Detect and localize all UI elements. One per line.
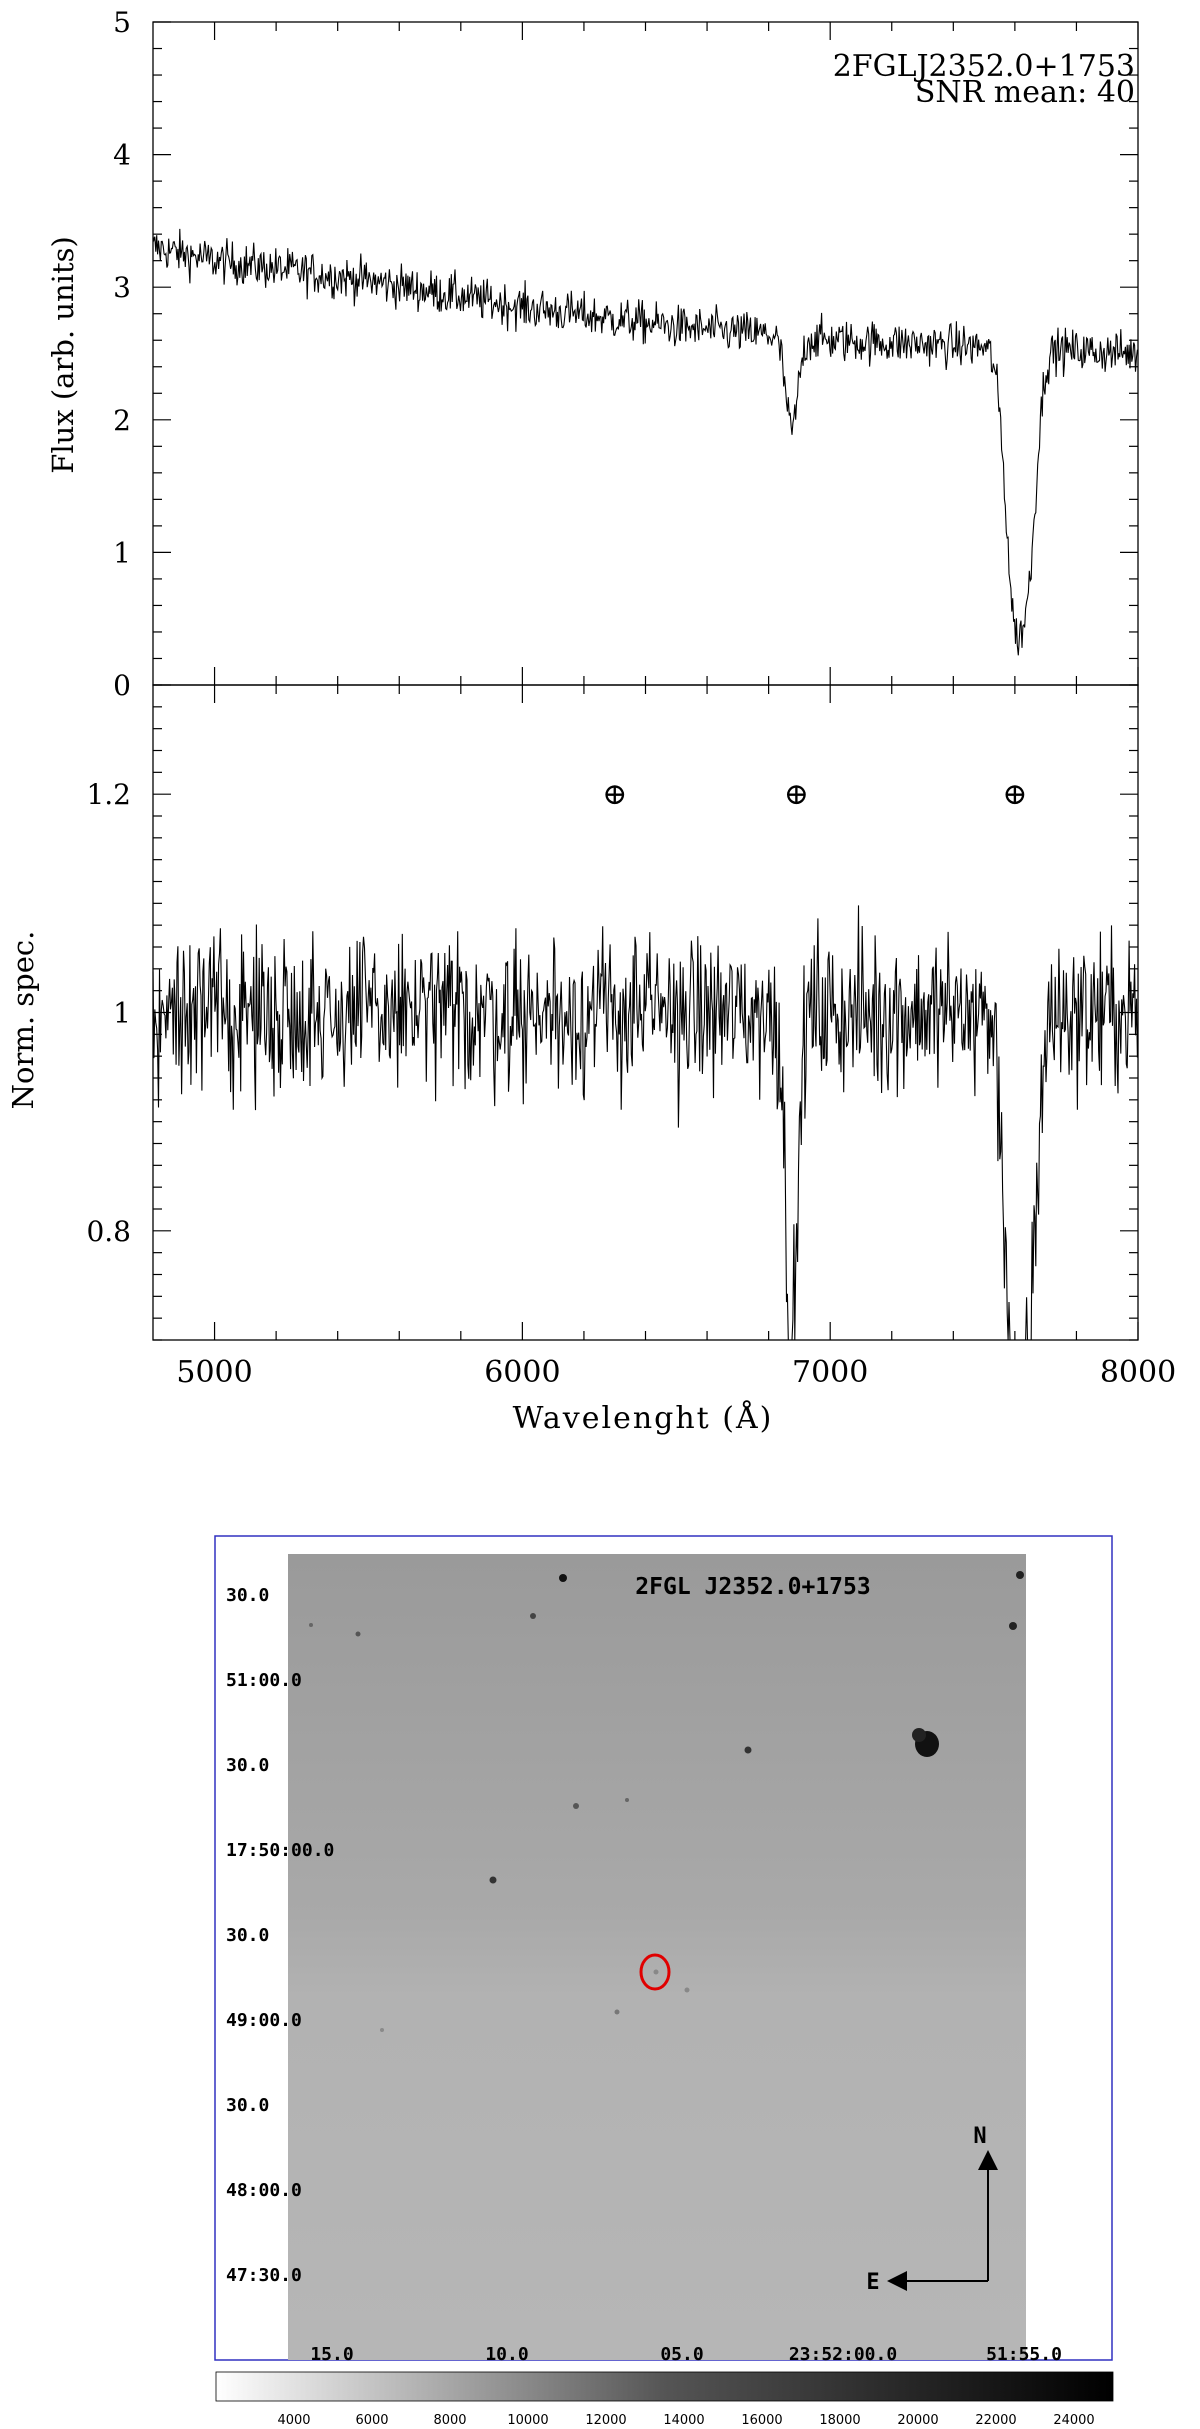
x-tick-label: 6000 [484,1355,560,1390]
top-panel-frame [152,21,1139,686]
colorbar-tick-label: 22000 [975,2413,1016,2428]
dec-tick-label: 30.0 [226,1925,269,1946]
top-y-tick-label: 1 [113,536,131,569]
east-label: E [866,2270,879,2295]
colorbar-tick-label: 24000 [1053,2413,1094,2428]
ra-tick-label: 51:55.0 [986,2344,1062,2365]
colorbar-tick-label: 4000 [277,2413,310,2428]
top-y-tick-label: 5 [113,6,131,39]
ra-tick-labels: 15.0 10.0 05.0 23:52:00.0 51:55.0 [310,2344,1062,2365]
star [744,1746,752,1754]
dec-tick-label: 17:50:00.0 [226,1840,334,1861]
x-tick-label: 7000 [792,1355,868,1390]
x-tick-label: 5000 [176,1355,252,1390]
top-y-tick-label: 0 [113,669,131,702]
target-marker-circle [639,1953,671,1991]
bright-star-halo [912,1728,926,1742]
ra-tick-label: 10.0 [485,2344,528,2365]
ra-tick-label: 23:52:00.0 [789,2344,897,2365]
star [1009,1622,1017,1630]
star [355,1631,361,1637]
top-flux-panel: 0 1 2 3 4 5 2FGLJ2352.0+1753 SNR mean: 40 Flu… [46,6,1139,702]
star-field [309,1571,1024,2032]
top-flux-series-line [152,228,1138,656]
dec-tick-label: 47:30.0 [226,2265,302,2286]
colorbar-tick-label: 14000 [663,2413,704,2428]
compass: N E [866,2124,998,2295]
colorbar-tick-label: 6000 [355,2413,388,2428]
dec-tick-label: 30.0 [226,1585,269,1606]
bottom-y-tick-label: 1 [113,997,131,1030]
star [573,1803,579,1809]
telluric-marker: ⊕ [784,777,809,812]
top-y-tick-label: 3 [113,271,131,304]
sky-image [288,1554,1026,2360]
star [380,2028,384,2032]
colorbar-tick-label: 10000 [507,2413,548,2428]
star [1016,1571,1024,1579]
colorbar: 4000 6000 8000 10000 12000 14000 16000 18000 200… [215,2371,1114,2428]
spectrum-figure: 0 1 2 3 4 5 2FGLJ2352.0+1753 SNR mean: 40 Flu… [6,6,1176,1436]
dec-tick-label: 49:00.0 [226,2010,302,2031]
dec-tick-labels: 30.0 51:00.0 30.0 17:50:00.0 30.0 49:00.0 30.0… [226,1585,334,2286]
star [625,1798,629,1802]
finding-chart-figure: 2FGL J2352.0+1753 30.0 51:00.0 30.0 17:50:0… [214,1535,1114,2428]
dec-tick-label: 30.0 [226,2095,269,2116]
ra-tick-label: 15.0 [310,2344,353,2365]
top-axis-ticks: 0 1 2 3 4 5 [113,6,1139,702]
telluric-marker: ⊕ [1002,777,1027,812]
star [530,1613,536,1619]
top-annotation-snr: SNR mean: 40 [915,75,1135,110]
telluric-markers: ⊕ ⊕ ⊕ [602,777,1027,812]
colorbar-tick-labels: 4000 6000 8000 10000 12000 14000 16000 18000 200… [277,2413,1094,2428]
star [489,1876,497,1884]
colorbar-gradient [215,2371,1114,2402]
star [309,1623,313,1627]
finding-chart-title: 2FGL J2352.0+1753 [635,1574,870,1600]
bottom-axis-ticks: 0.8 1 1.2 5000 6000 7000 8000 [86,684,1176,1390]
bottom-y-axis-label: Norm. spec. [6,931,40,1110]
top-y-tick-label: 4 [113,139,131,172]
dec-tick-label: 48:00.0 [226,2180,302,2201]
colorbar-tick-label: 8000 [433,2413,466,2428]
colorbar-tick-label: 18000 [819,2413,860,2428]
colorbar-tick-label: 16000 [741,2413,782,2428]
top-annotation-object: 2FGLJ2352.0+1753 [833,49,1135,84]
telluric-marker: ⊕ [602,777,627,812]
star [559,1574,567,1582]
x-axis-label: Wavelenght (Å) [513,1400,774,1436]
dec-tick-label: 30.0 [226,1755,269,1776]
star [614,2009,620,2015]
north-label: N [973,2124,986,2149]
bottom-y-tick-label: 0.8 [86,1215,131,1248]
colorbar-tick-label: 12000 [585,2413,626,2428]
bottom-normalized-series-line [152,905,1138,1341]
star [653,1969,659,1975]
x-tick-label: 8000 [1100,1355,1176,1390]
dec-tick-label: 51:00.0 [226,1670,302,1691]
colorbar-tick-label: 20000 [897,2413,938,2428]
top-y-axis-label: Flux (arb. units) [46,236,80,474]
bottom-y-tick-label: 1.2 [86,778,131,811]
ra-tick-label: 05.0 [660,2344,703,2365]
star [684,1987,690,1993]
top-y-tick-label: 2 [113,404,131,437]
